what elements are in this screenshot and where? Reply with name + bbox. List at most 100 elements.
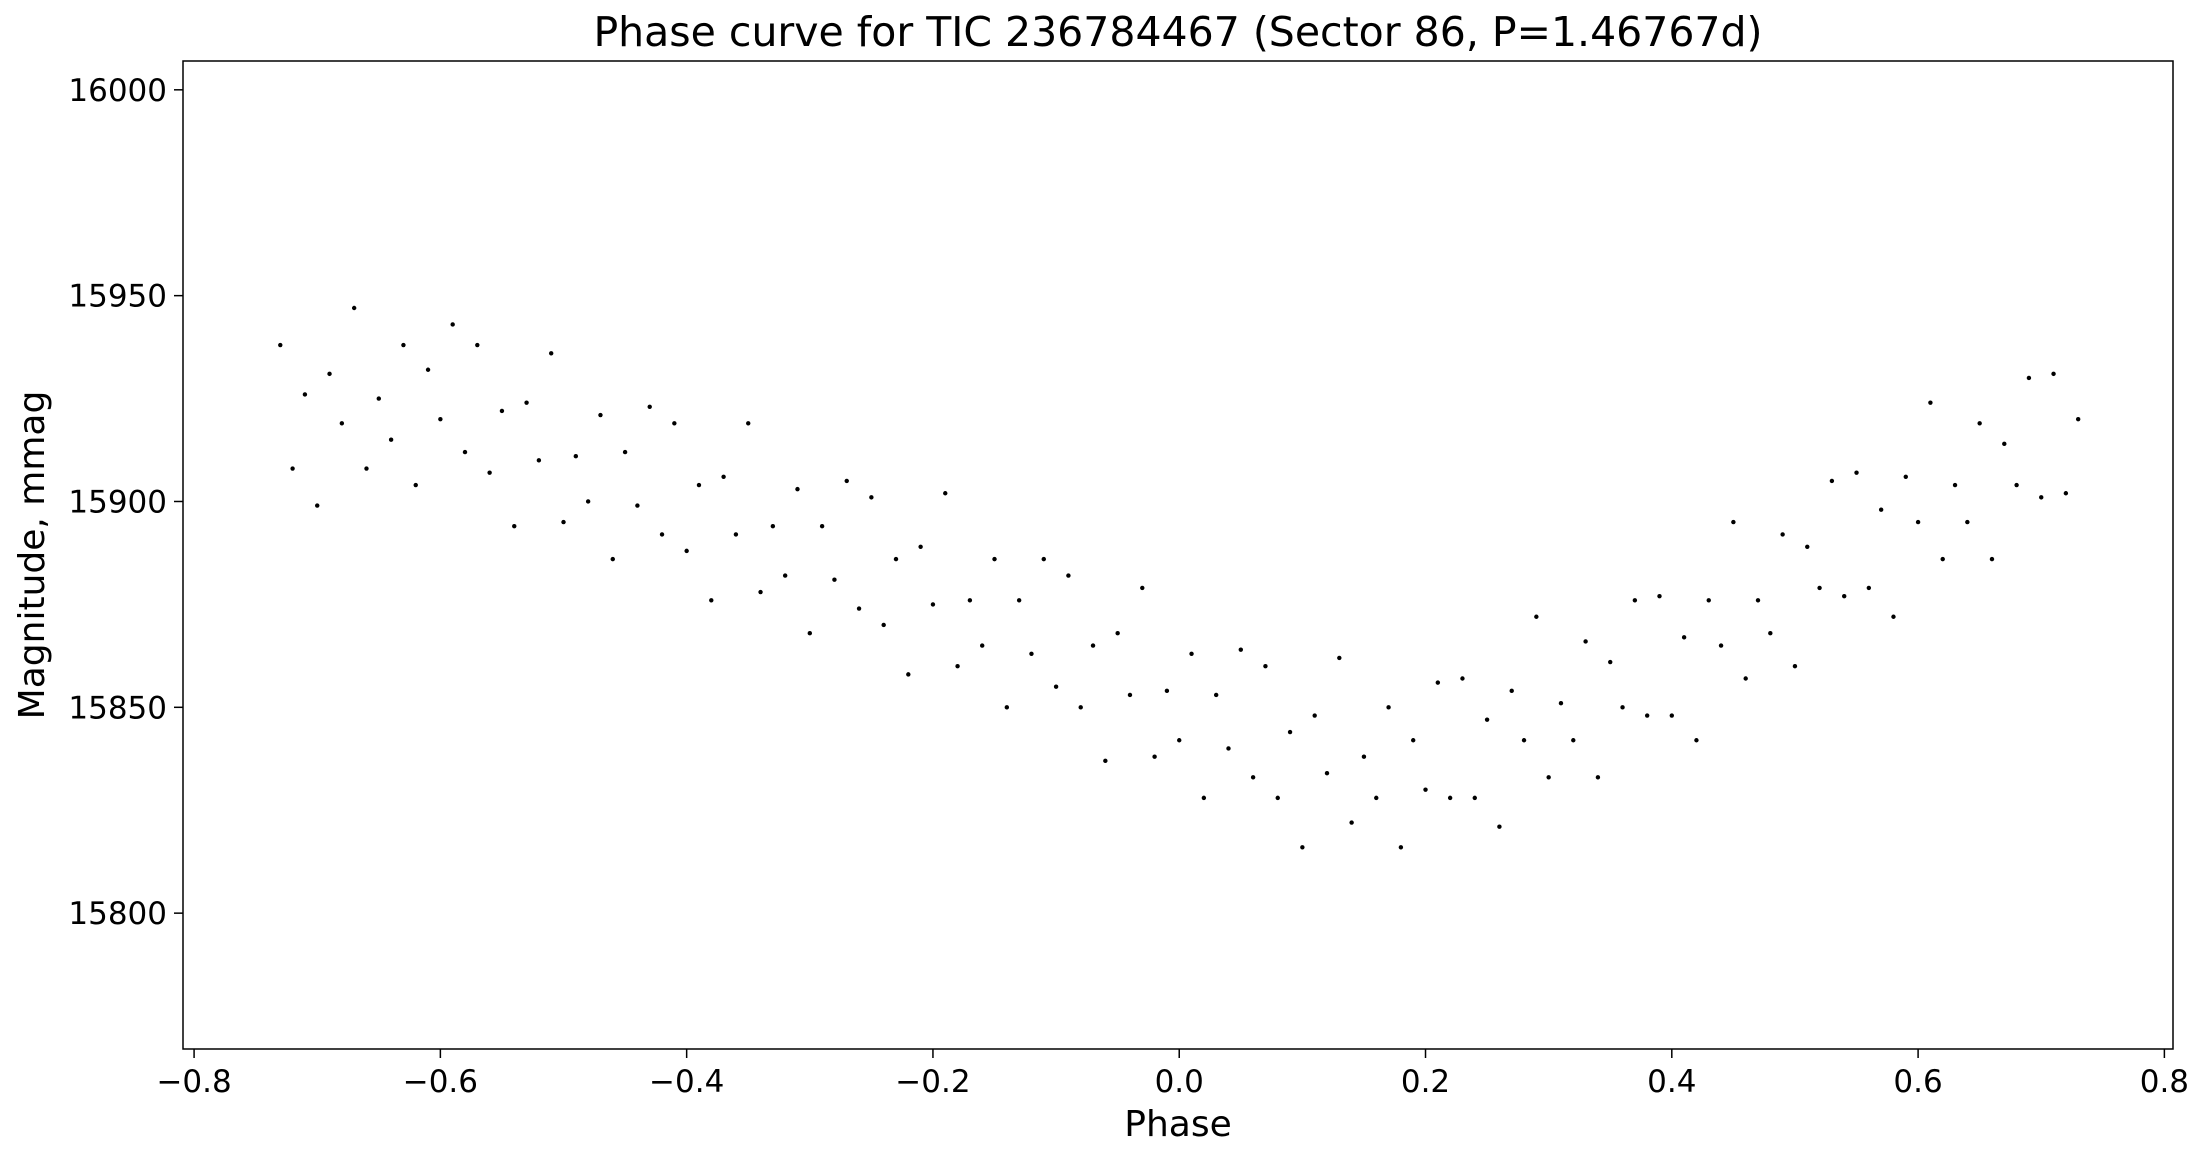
data-point: [1103, 758, 1108, 764]
data-point: [1226, 746, 1231, 751]
data-point: [1928, 400, 1933, 405]
data-point: [327, 371, 332, 377]
data-point: [1472, 795, 1477, 801]
data-point: [1583, 639, 1588, 644]
data-point: [635, 503, 640, 508]
data-point: [2026, 375, 2032, 381]
data-point: [290, 466, 295, 471]
data-point: [450, 322, 455, 327]
data-point: [1780, 532, 1785, 537]
data-point: [918, 544, 923, 549]
data-point: [1657, 593, 1662, 599]
data-point: [672, 421, 677, 426]
x-tick-label: 0.4: [1647, 1064, 1696, 1100]
data-point: [1521, 738, 1527, 743]
data-point: [721, 474, 726, 479]
data-point: [733, 532, 739, 537]
y-tick-label: 15850: [68, 690, 167, 726]
data-point: [1989, 556, 1995, 562]
data-point: [943, 491, 948, 496]
data-point: [561, 519, 566, 525]
data-point: [1398, 845, 1404, 850]
data-point: [807, 631, 813, 636]
data-point: [1115, 631, 1120, 636]
data-point: [388, 437, 394, 442]
data-point: [1694, 738, 1699, 743]
data-point: [1435, 680, 1441, 685]
data-point: [2063, 491, 2069, 496]
data-point: [1940, 556, 1945, 562]
data-point: [1977, 421, 1982, 426]
data-point: [1952, 482, 1958, 488]
data-point: [1189, 651, 1194, 656]
x-tick-label: 0.0: [1155, 1064, 1204, 1100]
data-point: [1447, 795, 1453, 801]
data-point: [980, 643, 985, 648]
data-point: [1177, 738, 1182, 743]
data-point: [302, 392, 308, 397]
data-point: [2039, 495, 2044, 500]
data-point: [1878, 507, 1884, 512]
data-point: [278, 342, 283, 348]
data-point: [1411, 738, 1416, 743]
data-point: [2002, 441, 2007, 447]
data-point: [832, 577, 837, 582]
data-point: [1669, 713, 1675, 718]
data-point: [487, 470, 492, 475]
data-point: [1140, 585, 1145, 591]
data-point: [364, 466, 369, 471]
data-point: [1201, 795, 1207, 801]
data-point: [1755, 598, 1761, 603]
y-tick-label: 16000: [68, 73, 167, 109]
x-tick-label: 0.8: [2140, 1064, 2189, 1100]
data-point: [659, 532, 665, 537]
data-point: [1571, 738, 1576, 743]
x-tick-label: 0.6: [1893, 1064, 1942, 1100]
x-tick-label: 0.2: [1401, 1064, 1450, 1100]
y-tick-label: 15950: [68, 279, 167, 315]
data-point: [401, 342, 406, 348]
data-point: [1374, 795, 1379, 801]
data-point: [1718, 643, 1724, 648]
data-point: [647, 404, 652, 409]
data-point: [1731, 519, 1736, 525]
data-point: [1250, 775, 1256, 780]
data-point: [1484, 717, 1490, 722]
data-point: [1706, 598, 1711, 603]
data-point: [462, 449, 468, 455]
data-point: [1312, 713, 1317, 718]
data-point: [930, 602, 936, 607]
data-point: [1866, 585, 1872, 591]
data-point: [1263, 663, 1268, 669]
data-point: [376, 396, 381, 401]
data-point: [1891, 614, 1896, 619]
data-point: [1460, 676, 1465, 681]
data-point: [1164, 688, 1170, 694]
data-point: [585, 499, 591, 504]
data-point: [746, 421, 751, 426]
data-point: [1805, 544, 1810, 549]
data-point: [869, 495, 874, 500]
data-point: [1361, 754, 1367, 759]
data-point: [1004, 705, 1010, 710]
data-point: [1423, 787, 1428, 792]
data-point: [438, 416, 443, 422]
data-point: [1743, 676, 1748, 681]
data-point: [1213, 692, 1219, 698]
data-point: [1632, 598, 1638, 603]
x-tick-label: −0.2: [895, 1064, 970, 1100]
data-point: [844, 478, 849, 484]
data-point: [598, 412, 603, 418]
data-point: [1608, 659, 1613, 665]
data-point: [1349, 820, 1354, 825]
plot-frame: [182, 60, 2174, 1050]
data-point: [1016, 598, 1022, 603]
data-point: [548, 351, 554, 356]
data-point: [1324, 770, 1330, 776]
y-axis-label: Magnitude, mmag: [12, 391, 53, 720]
chart-title: Phase curve for TIC 236784467 (Sector 86…: [593, 8, 1762, 56]
data-point: [499, 408, 505, 414]
data-point: [684, 548, 689, 554]
data-point: [1817, 585, 1822, 591]
data-point: [967, 598, 973, 603]
